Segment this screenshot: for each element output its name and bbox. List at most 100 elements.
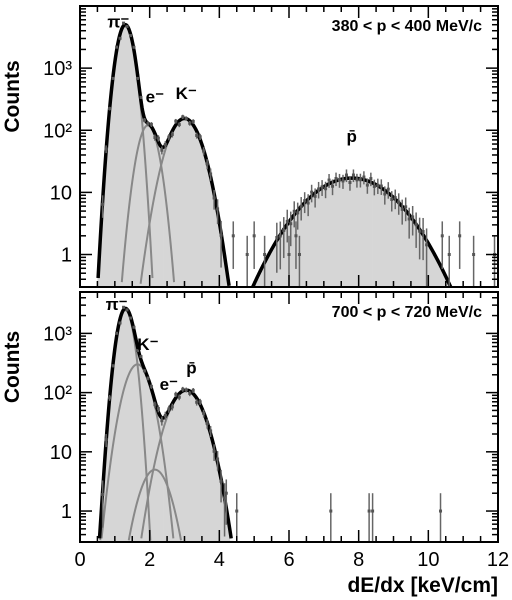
data-point xyxy=(355,173,359,188)
histogram-bin xyxy=(191,393,196,542)
data-point xyxy=(383,186,387,205)
histogram-bin xyxy=(222,255,227,287)
data-point xyxy=(421,217,425,261)
data-point xyxy=(209,426,213,438)
histogram-fill xyxy=(100,309,234,542)
histogram-bin xyxy=(316,190,321,287)
data-point xyxy=(153,401,157,409)
data-point xyxy=(129,34,133,38)
histogram-bin xyxy=(184,118,189,287)
data-point xyxy=(205,159,209,170)
data-point xyxy=(245,235,249,287)
peak-label: π⁻ xyxy=(107,13,129,32)
histogram-bin xyxy=(355,178,359,287)
y-tick-label: 10² xyxy=(43,120,72,142)
histogram-bin xyxy=(118,318,123,542)
histogram-bin xyxy=(414,224,419,287)
data-point xyxy=(167,134,171,141)
data-point xyxy=(122,305,126,309)
data-point xyxy=(348,176,352,191)
histogram-bin xyxy=(386,192,391,287)
data-point xyxy=(142,118,146,123)
data-point xyxy=(160,416,164,426)
data-point xyxy=(135,76,139,80)
histogram-bin xyxy=(323,185,328,287)
data-point xyxy=(146,121,150,127)
histogram-bin xyxy=(351,178,356,287)
histogram-bin xyxy=(431,252,436,287)
histogram-bin xyxy=(309,195,314,287)
histogram-bin xyxy=(208,433,213,542)
data-point xyxy=(170,131,174,138)
data-point xyxy=(219,469,223,503)
data-point xyxy=(440,221,444,269)
histogram-bin xyxy=(215,462,220,542)
data-point xyxy=(181,386,185,392)
histogram-bin xyxy=(442,272,447,287)
x-tick-label: 12 xyxy=(487,549,509,571)
histogram-bin xyxy=(194,131,199,287)
data-point xyxy=(209,168,213,181)
data-point xyxy=(191,388,195,393)
data-point xyxy=(118,321,122,325)
histogram-bin xyxy=(215,212,220,287)
histogram-bin xyxy=(160,417,164,542)
x-tick-label: 10 xyxy=(417,549,439,571)
histogram-bin xyxy=(139,100,143,287)
data-point xyxy=(205,419,209,429)
histogram-bin xyxy=(396,202,401,287)
histogram-bin xyxy=(121,309,126,542)
data-point xyxy=(458,221,462,269)
histogram-bin xyxy=(289,219,293,287)
data-point xyxy=(139,95,143,99)
x-tick-label: 4 xyxy=(214,549,225,571)
peak-label: K⁻ xyxy=(176,84,197,103)
data-point xyxy=(331,179,335,196)
panel-bottom: 1 10 10² 10³ 0 2 4 6 8 10 12 π⁻ K⁻ e⁻ p̄ 700 < p < 7… xyxy=(1,291,509,597)
y-tick-label: 1 xyxy=(61,501,72,523)
component-curve xyxy=(127,468,183,541)
histogram-bin xyxy=(261,265,265,287)
histogram-bin xyxy=(181,390,185,542)
data-point xyxy=(472,235,476,287)
peak-label: p̄ xyxy=(186,359,196,378)
data-point xyxy=(184,116,188,121)
axis-ticks xyxy=(79,5,499,288)
data-point xyxy=(327,174,331,188)
data-point xyxy=(142,369,146,373)
data-point xyxy=(129,316,133,320)
data-point xyxy=(174,391,178,398)
histogram-bin xyxy=(163,145,168,287)
data-point xyxy=(411,206,415,236)
histogram-bin xyxy=(121,25,126,288)
histogram-bin xyxy=(299,206,304,287)
data-point xyxy=(212,189,216,210)
histogram-bin xyxy=(170,130,175,287)
histogram-bin xyxy=(344,178,349,287)
data-point xyxy=(299,197,303,221)
histogram-bin xyxy=(184,390,189,542)
histogram-bin xyxy=(410,219,415,287)
histogram-bin xyxy=(379,187,384,287)
histogram-bin xyxy=(146,378,150,542)
histogram-bin xyxy=(403,210,408,287)
data-point xyxy=(252,221,256,269)
histogram-bin xyxy=(174,397,178,542)
y-tick-labels: 1 10 10² 10³ xyxy=(43,323,72,523)
x-tick-label: 6 xyxy=(283,549,294,571)
data-point xyxy=(407,207,411,239)
histogram-bin xyxy=(104,150,109,287)
data-point xyxy=(358,173,362,188)
data-point xyxy=(160,146,164,155)
data-point xyxy=(170,403,174,411)
data-point xyxy=(275,222,279,273)
data-point xyxy=(334,172,338,187)
histogram-bin xyxy=(132,330,137,542)
y-axis-label: Counts xyxy=(1,331,24,403)
data-point xyxy=(390,191,394,212)
data-point xyxy=(367,493,371,542)
histogram-bin xyxy=(201,149,206,287)
y-tick-label: 1 xyxy=(61,245,72,267)
histogram-bin xyxy=(191,124,196,287)
